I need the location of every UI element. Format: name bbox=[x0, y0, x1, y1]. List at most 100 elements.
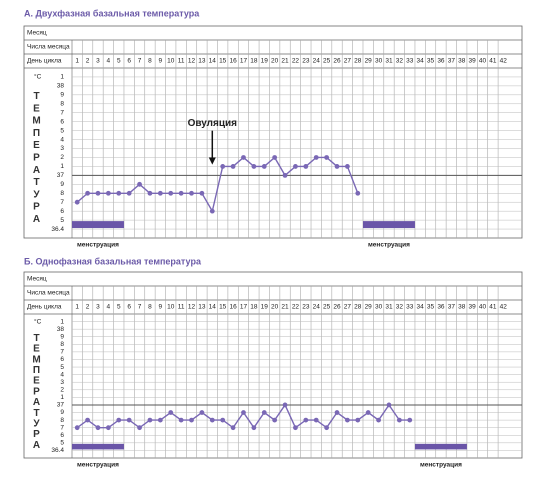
x-tick-label: 38 bbox=[458, 304, 466, 311]
x-tick-label: 16 bbox=[229, 58, 237, 65]
x-tick-label: 1 bbox=[75, 58, 79, 65]
y-axis-label: ТЕМПЕРАТУРА bbox=[31, 332, 42, 451]
x-tick-label: 27 bbox=[344, 304, 352, 311]
y-tick-label: 8 bbox=[60, 341, 64, 348]
x-tick-label: 5 bbox=[117, 58, 121, 65]
x-tick-label: 3 bbox=[96, 304, 100, 311]
x-tick-label: 12 bbox=[188, 304, 196, 311]
temperature-point bbox=[355, 417, 361, 423]
temperature-point bbox=[261, 164, 267, 169]
x-tick-label: 37 bbox=[448, 58, 456, 65]
x-tick-label: 2 bbox=[86, 58, 90, 65]
x-tick-label: 36 bbox=[437, 304, 445, 311]
x-tick-label: 19 bbox=[261, 58, 269, 65]
x-tick-label: 25 bbox=[323, 304, 331, 311]
y-tick-label: 37 bbox=[57, 172, 65, 179]
x-tick-label: 40 bbox=[479, 304, 487, 311]
x-tick-label: 28 bbox=[354, 58, 362, 65]
x-tick-label: 15 bbox=[219, 58, 227, 65]
y-tick-label: 3 bbox=[60, 379, 64, 386]
y-tick-label: 8 bbox=[60, 417, 64, 424]
annotation: Овуляция bbox=[188, 118, 238, 129]
y-tick-label: 38 bbox=[57, 326, 65, 333]
x-tick-label: 9 bbox=[159, 304, 163, 311]
x-tick-label: 42 bbox=[500, 304, 508, 311]
x-tick-label: 34 bbox=[417, 58, 425, 65]
x-tick-label: 7 bbox=[138, 304, 142, 311]
temperature-point bbox=[126, 417, 132, 423]
temperature-point bbox=[178, 417, 184, 423]
temperature-point bbox=[126, 190, 132, 196]
title: А. Двухфазная базальная температура bbox=[24, 8, 200, 18]
temperature-point bbox=[293, 425, 298, 431]
x-tick-label: 41 bbox=[489, 58, 497, 65]
x-tick-label: 14 bbox=[209, 58, 217, 65]
y-tick-label: 1 bbox=[60, 394, 64, 401]
x-tick-label: 26 bbox=[333, 304, 341, 311]
x-tick-label: 25 bbox=[323, 58, 331, 65]
x-tick-label: 4 bbox=[107, 304, 111, 311]
x-tick-label: 28 bbox=[354, 304, 362, 311]
x-tick-label: 38 bbox=[458, 58, 466, 65]
x-tick-label: 2 bbox=[86, 304, 90, 311]
temperature-point bbox=[334, 410, 340, 415]
temperature-point bbox=[313, 417, 319, 423]
temperature-point bbox=[324, 425, 330, 431]
temperature-point bbox=[168, 190, 174, 196]
x-tick-label: 17 bbox=[240, 304, 248, 311]
temperature-point bbox=[85, 417, 90, 423]
x-tick-label: 20 bbox=[271, 304, 279, 311]
temperature-point bbox=[251, 425, 257, 431]
x-tick-label: 5 bbox=[117, 304, 121, 311]
temperature-point bbox=[230, 425, 236, 431]
menstruation-label: менструация bbox=[77, 242, 119, 249]
temperature-point bbox=[282, 402, 288, 408]
temperature-point bbox=[85, 190, 90, 196]
temperature-point bbox=[220, 164, 226, 169]
temperature-point bbox=[220, 417, 226, 423]
x-tick-label: 17 bbox=[240, 58, 248, 65]
row-label: Числа месяца bbox=[27, 290, 70, 297]
x-tick-label: 15 bbox=[219, 304, 227, 311]
y-tick-label: 9 bbox=[60, 333, 64, 340]
y-tick-label: 5 bbox=[60, 217, 64, 224]
temperature-point bbox=[209, 208, 215, 214]
temperature-point bbox=[241, 155, 246, 160]
y-tick-label: 4 bbox=[60, 136, 64, 143]
x-tick-label: 39 bbox=[468, 304, 476, 311]
y-tick-label: 5 bbox=[60, 127, 64, 134]
x-tick-label: 39 bbox=[468, 58, 476, 65]
y-tick-label: 37 bbox=[57, 402, 65, 409]
x-tick-label: 10 bbox=[167, 58, 175, 65]
temperature-point bbox=[168, 410, 174, 415]
x-tick-label: 27 bbox=[344, 58, 352, 65]
y-tick-label: 1 bbox=[60, 74, 64, 81]
y-tick-label: 36.4 bbox=[51, 226, 64, 233]
temperature-point bbox=[147, 190, 153, 196]
y-tick-label: 5 bbox=[60, 440, 64, 447]
temperature-point bbox=[199, 410, 205, 415]
table-frame bbox=[23, 25, 523, 239]
x-tick-label: 31 bbox=[385, 304, 393, 311]
x-tick-label: 13 bbox=[198, 58, 206, 65]
temperature-point bbox=[157, 190, 163, 196]
menstruation-label: менструация bbox=[368, 242, 410, 249]
x-tick-label: 20 bbox=[271, 58, 279, 65]
row-label: Месяц bbox=[27, 30, 47, 37]
x-tick-label: 41 bbox=[489, 304, 497, 311]
row-label: День цикла bbox=[27, 58, 62, 65]
x-tick-label: 35 bbox=[427, 58, 435, 65]
temperature-point bbox=[199, 190, 205, 196]
unit-label: °C bbox=[34, 317, 42, 325]
y-axis-label: ТЕМПЕРАТУРА bbox=[31, 90, 42, 227]
temperature-line bbox=[76, 156, 359, 214]
y-tick-label: 6 bbox=[60, 356, 64, 363]
y-tick-label: 9 bbox=[60, 92, 64, 99]
x-tick-label: 32 bbox=[396, 58, 404, 65]
arrow-head bbox=[208, 157, 216, 165]
x-tick-label: 26 bbox=[333, 58, 341, 65]
menstruation-label: менструация bbox=[77, 462, 119, 469]
x-tick-label: 32 bbox=[396, 304, 404, 311]
